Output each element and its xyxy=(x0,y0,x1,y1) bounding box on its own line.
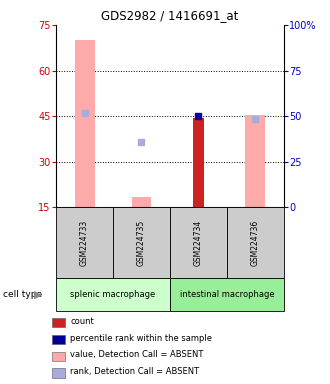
Point xyxy=(253,116,258,122)
Title: GDS2982 / 1416691_at: GDS2982 / 1416691_at xyxy=(101,9,239,22)
Bar xyxy=(193,118,204,207)
Text: ▶: ▶ xyxy=(34,290,42,300)
Text: splenic macrophage: splenic macrophage xyxy=(70,290,156,299)
Text: GSM224735: GSM224735 xyxy=(137,220,146,266)
Bar xyxy=(246,115,265,207)
Text: GSM224736: GSM224736 xyxy=(251,220,260,266)
Point xyxy=(82,109,87,116)
Text: percentile rank within the sample: percentile rank within the sample xyxy=(70,334,212,343)
Bar xyxy=(52,335,65,344)
Bar xyxy=(227,207,284,278)
Bar xyxy=(52,368,65,378)
Text: intestinal macrophage: intestinal macrophage xyxy=(180,290,274,299)
Bar xyxy=(52,318,65,328)
Point xyxy=(196,113,201,119)
Bar xyxy=(56,207,113,278)
Text: GSM224733: GSM224733 xyxy=(80,220,89,266)
Bar xyxy=(75,40,94,207)
Bar xyxy=(113,207,170,278)
Bar xyxy=(132,197,151,207)
Text: cell type: cell type xyxy=(3,290,43,299)
Point xyxy=(139,139,144,145)
Text: rank, Detection Call = ABSENT: rank, Detection Call = ABSENT xyxy=(70,367,199,376)
Bar xyxy=(52,352,65,361)
Text: GSM224734: GSM224734 xyxy=(194,220,203,266)
Bar xyxy=(170,278,284,311)
Text: count: count xyxy=(70,317,94,326)
Bar xyxy=(56,278,170,311)
Text: value, Detection Call = ABSENT: value, Detection Call = ABSENT xyxy=(70,351,204,359)
Bar xyxy=(170,207,227,278)
